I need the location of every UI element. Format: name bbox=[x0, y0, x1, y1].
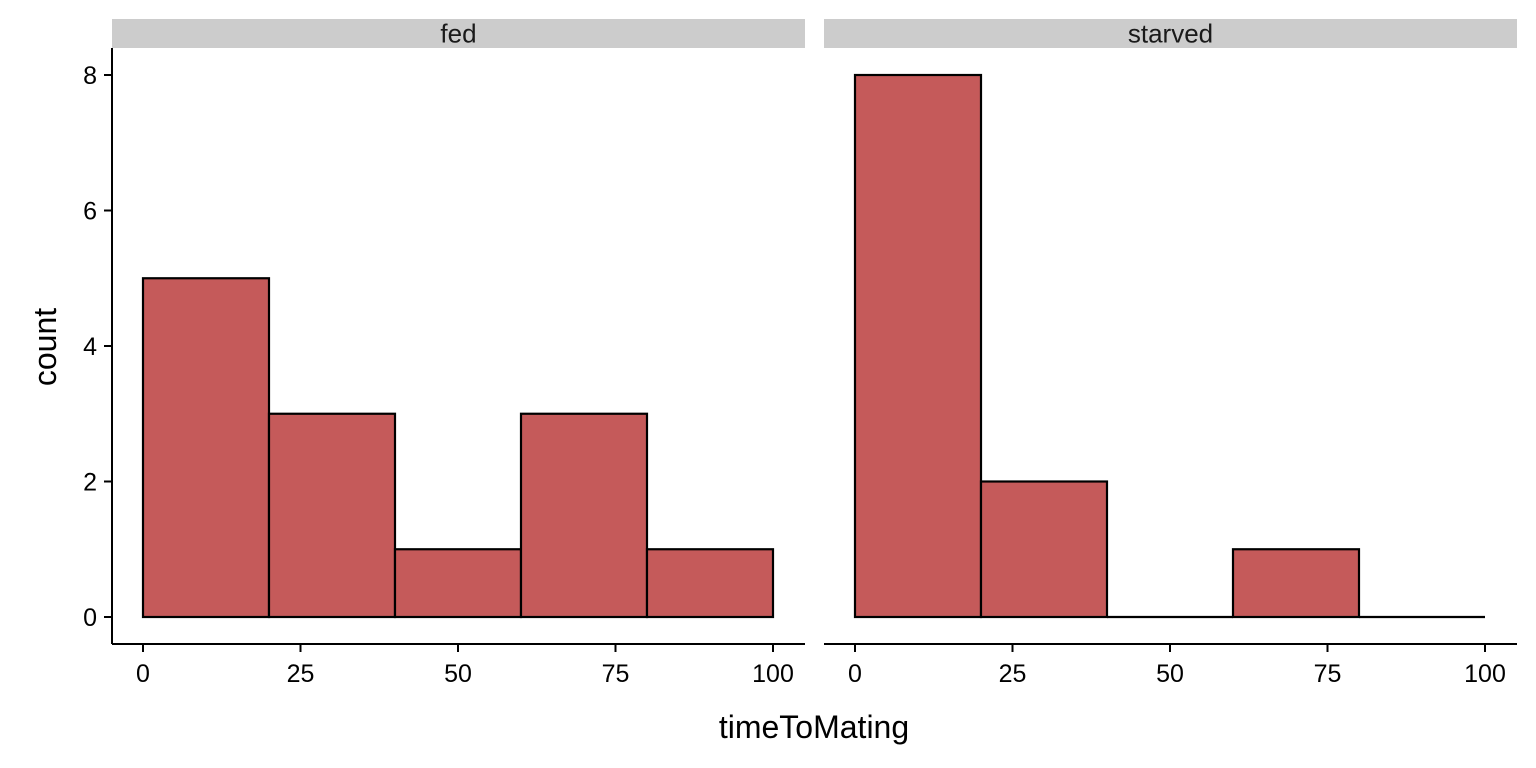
y-tick-label: 2 bbox=[83, 469, 97, 497]
x-tick-label: 100 bbox=[1464, 660, 1506, 688]
y-tick-label: 8 bbox=[83, 62, 97, 90]
strip-label: fed bbox=[440, 19, 476, 49]
y-tick-label: 4 bbox=[83, 333, 97, 361]
bar-fed-4 bbox=[645, 548, 775, 619]
strip-background bbox=[824, 19, 1517, 48]
bar-fed-2 bbox=[393, 548, 523, 619]
bar-starved-1 bbox=[979, 480, 1109, 619]
y-tick-label: 0 bbox=[83, 604, 97, 632]
bar-starved-3 bbox=[1231, 548, 1361, 619]
bar-fed-3 bbox=[519, 412, 649, 619]
strip-label: starved bbox=[1128, 19, 1213, 49]
x-tick-label: 25 bbox=[287, 660, 315, 688]
y-axis-title: count bbox=[27, 308, 63, 386]
bar-fed-0 bbox=[141, 277, 271, 619]
x-tick-label: 100 bbox=[752, 660, 794, 688]
x-tick-label: 75 bbox=[602, 660, 630, 688]
x-tick-label: 50 bbox=[444, 660, 472, 688]
x-tick-label: 0 bbox=[136, 660, 150, 688]
y-tick-label: 6 bbox=[83, 198, 97, 226]
strip-background bbox=[112, 19, 805, 48]
facet-panels: fed 0 25 50 75 100 0 2 4 6 8 starved 0 25 50 75 100 bbox=[83, 19, 1517, 688]
facet-panel-starved: starved 0 25 50 75 100 bbox=[824, 19, 1517, 688]
x-tick-label: 50 bbox=[1156, 660, 1184, 688]
x-tick-label: 25 bbox=[999, 660, 1027, 688]
facet-panel-fed: fed 0 25 50 75 100 0 2 4 6 8 bbox=[83, 19, 805, 688]
bar-fed-1 bbox=[267, 412, 397, 619]
x-tick-label: 0 bbox=[848, 660, 862, 688]
x-tick-label: 75 bbox=[1314, 660, 1342, 688]
bar-starved-0 bbox=[853, 73, 983, 619]
x-axis-title: timeToMating bbox=[719, 709, 909, 745]
